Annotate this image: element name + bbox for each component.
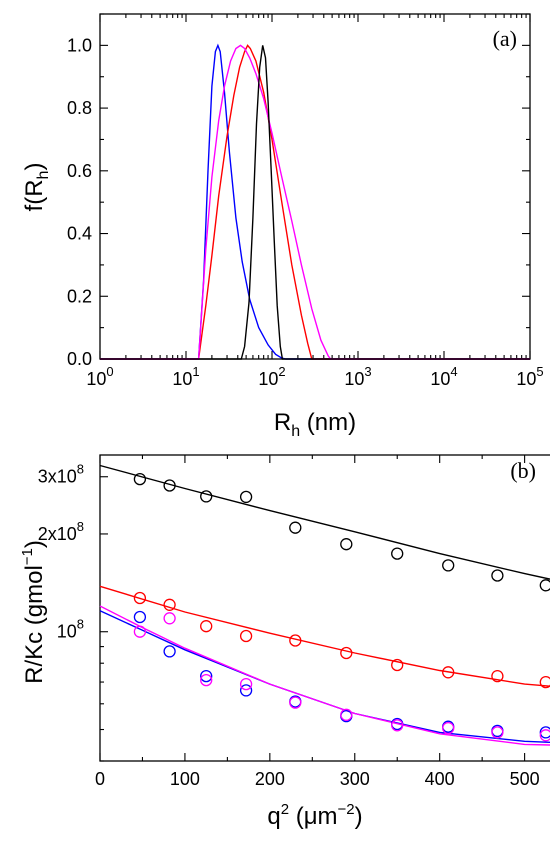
panel-a-x-tick-label: 102 [258,364,285,389]
panel-b-data-point-4 [391,719,404,732]
panel-a-x-tick-label: 101 [172,364,199,389]
panel-b-data-point-2 [239,629,253,643]
panel-b-data-point-2 [442,666,455,679]
panel-b-fit-line-1 [99,464,550,580]
panel-a-y-tick-label: 0.4 [67,224,92,244]
panel-b-x-tick-label: 400 [425,769,455,789]
panel-b-data-point-4 [239,677,253,691]
panel-b-data-point-2 [340,646,353,660]
panel-b-data-point-2 [200,620,213,633]
panel-b-data-point-1 [340,538,353,551]
panel-a-x-ticks: 100 101 102 103 104 105 [86,14,544,389]
panel-b-data-point-4 [289,696,302,709]
panel-b-data-point-1 [200,490,213,503]
panel-b-data-point-2 [491,669,504,683]
panel-a-y-ticks: 0.0 0.2 0.4 0.6 0.8 1.0 [67,13,530,369]
panel-a-x-axis-title: Rh (nm) [274,409,356,440]
panel-b-x-tick-label: 100 [170,769,200,789]
panel-b-y-tick-label: 3x108 [38,462,84,487]
panel-b-data-point-2 [133,591,147,605]
panel-b-data-point-4 [491,726,504,739]
panel-b-data-point-4 [133,625,147,638]
panel-a-y-tick-label: 1.0 [67,35,92,55]
panel-b-data-point-4 [200,673,213,687]
panel-a-curves [100,43,530,360]
panel-b-data-point-4 [340,708,353,721]
panel-a-series-line-3 [100,44,530,360]
panel-b-data-point-3 [163,645,176,658]
panel-a-x-tick-label: 105 [516,364,543,389]
panel-b-data-points [133,472,550,742]
panel-b-data-point-4 [442,721,455,735]
panel-b-data-point-1 [239,490,253,504]
panel-b-y-ticks: 3x108 2x108 108 [38,462,108,762]
panel-a-y-tick-label: 0.6 [67,161,92,181]
panel-a-y-tick-label: 0.0 [67,349,92,369]
panel-b-label: (b) [510,458,536,483]
panel-b-data-point-1 [163,479,176,492]
panel-b-data-point-3 [239,684,253,697]
panel-b-data-point-1 [491,569,504,582]
panel-b-x-tick-label: 500 [510,769,540,789]
panel-a-series-line-1 [100,43,530,360]
panel-b-data-point-2 [391,658,404,672]
panel-b-data-point-1 [442,559,455,572]
panel-a-series-line-4 [100,45,530,360]
panel-b-data-point-4 [539,729,550,742]
panel-a-label: (a) [493,26,517,51]
panel-b-y-tick-label: 2x108 [38,519,84,544]
panel-a-x-tick-label: 103 [344,364,371,389]
panel-b-y-axis-title: R/Kc (gmol−1) [19,540,48,684]
panel-a-frame [99,13,531,360]
panel-b-frame [99,454,550,762]
panel-b-x-ticks: 0100200300400500600 [95,455,540,789]
panel-b-data-point-1 [391,547,404,560]
panel-b-data-point-4 [163,612,176,625]
panel-a-x-tick-label: 104 [430,364,457,389]
panel-b-data-point-3 [133,610,147,624]
panel-b-x-axis-title: q2 (μm−2) [267,801,362,830]
panel-b-data-point-1 [539,579,550,592]
panel-b-x-tick-label: 300 [340,769,370,789]
panel-a-y-tick-label: 0.2 [67,286,92,306]
panel-b-data-point-1 [133,472,147,486]
panel-b-x-tick-label: 0 [95,769,105,789]
panel-a-y-tick-label: 0.8 [67,98,92,118]
panel-b-data-point-2 [289,634,302,647]
panel-b-fit-line-2 [99,585,550,687]
panel-b-data-point-2 [163,598,176,611]
panel-a-x-tick-label: 100 [86,364,113,389]
panel-b-fit-line-4 [99,605,550,746]
panel-b-x-tick-label: 200 [255,769,285,789]
panel-a-series-line-2 [100,44,530,360]
panel-b-data-point-1 [289,521,302,534]
panel-b-fit-curves [99,464,550,746]
panel-b-data-point-3 [539,726,550,739]
panel-b-y-tick-label: 108 [57,617,84,642]
panel-a-y-axis-title: f(Rh) [21,163,52,212]
panel-b-data-point-2 [539,675,550,689]
panel-a: 100 101 102 103 104 105 0.0 0.2 0.4 0.6 0.8 1.0 (a… [21,13,544,440]
panel-b-data-point-3 [200,669,213,683]
